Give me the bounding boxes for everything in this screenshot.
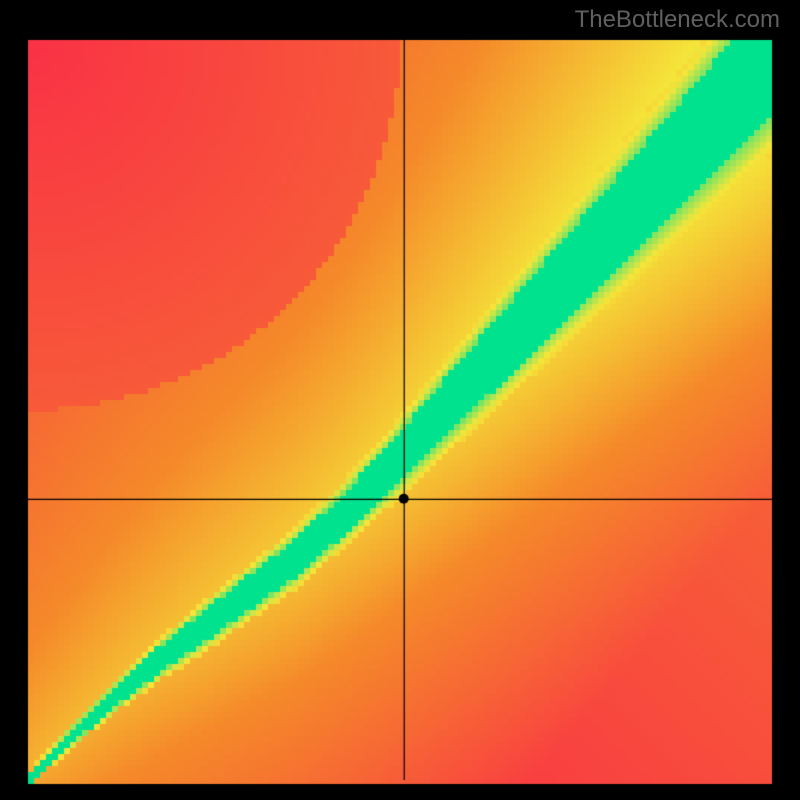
watermark-text: TheBottleneck.com <box>575 6 780 34</box>
chart-container: TheBottleneck.com <box>0 0 800 800</box>
heatmap-canvas <box>0 0 800 800</box>
